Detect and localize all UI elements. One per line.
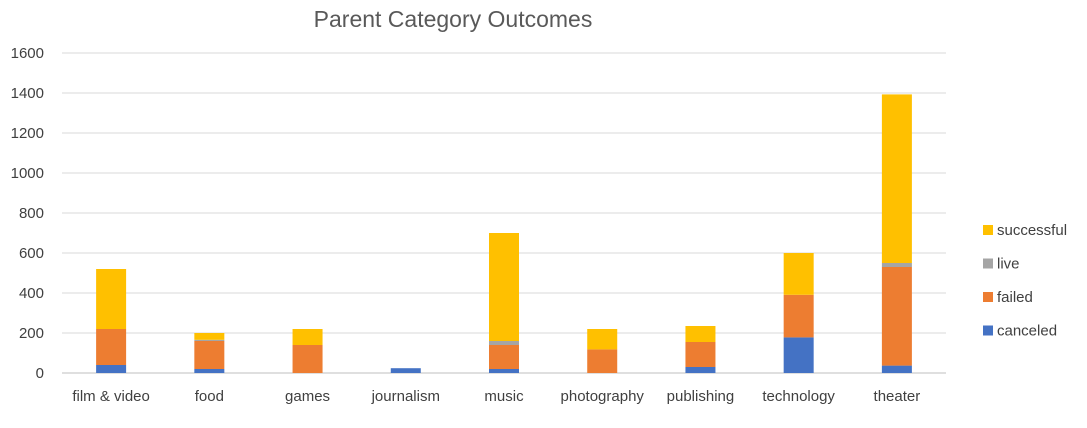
bar-successful-0 — [96, 269, 127, 329]
legend-swatch-canceled — [983, 325, 993, 336]
bar-canceled-0 — [96, 365, 127, 373]
bar-canceled-6 — [685, 367, 716, 373]
bar-successful-7 — [783, 253, 814, 295]
x-tick-label: journalism — [371, 388, 440, 405]
bar-successful-1 — [194, 333, 225, 340]
bar-failed-1 — [194, 341, 225, 369]
bar-failed-2 — [292, 345, 323, 373]
legend-label-failed: failed — [997, 289, 1033, 306]
legend: successful live failed canceled — [983, 222, 1067, 340]
y-tick-label: 800 — [19, 205, 44, 222]
bar-live-1 — [194, 339, 225, 341]
legend-swatch-live — [983, 258, 993, 269]
y-tick-label: 200 — [19, 325, 44, 342]
x-tick-label: food — [195, 388, 224, 405]
bar-successful-8 — [881, 94, 912, 264]
bar-successful-2 — [292, 329, 323, 345]
x-tick-label: photography — [561, 388, 645, 405]
bar-failed-7 — [783, 294, 814, 338]
legend-label-successful: successful — [997, 222, 1067, 239]
legend-swatch-successful — [983, 225, 993, 235]
y-tick-label: 1000 — [11, 165, 44, 182]
x-tick-label: publishing — [667, 388, 735, 405]
y-tick-label: 0 — [36, 365, 44, 382]
y-tick-label: 1200 — [11, 125, 44, 142]
bar-failed-6 — [685, 342, 716, 367]
axes: 0 200 400 600 800 1000 1200 1400 1600 film & vide… — [11, 45, 921, 405]
bars — [96, 94, 912, 373]
bar-successful-5 — [587, 329, 618, 350]
bar-live-4 — [489, 341, 519, 345]
y-tick-label: 1600 — [11, 45, 44, 62]
chart-title: Parent Category Outcomes — [313, 6, 593, 32]
x-tick-label: film & video — [72, 388, 150, 405]
bar-failed-4 — [489, 345, 519, 369]
bar-successful-4 — [489, 233, 519, 341]
bar-failed-5 — [587, 349, 618, 373]
x-tick-label: music — [484, 388, 524, 405]
bar-successful-6 — [685, 326, 716, 342]
bar-canceled-7 — [783, 337, 814, 373]
bar-canceled-3 — [390, 368, 421, 373]
x-tick-label: games — [285, 388, 330, 405]
y-tick-label: 1400 — [11, 85, 44, 102]
y-tick-label: 400 — [19, 285, 44, 302]
legend-swatch-failed — [983, 292, 993, 302]
bar-canceled-1 — [194, 369, 225, 373]
legend-label-live: live — [997, 256, 1020, 273]
bar-live-8 — [881, 263, 912, 267]
bar-failed-0 — [96, 329, 127, 365]
bar-canceled-4 — [489, 369, 519, 373]
legend-label-canceled: canceled — [997, 323, 1057, 340]
bar-failed-8 — [881, 267, 912, 366]
y-tick-label: 600 — [19, 245, 44, 262]
bar-canceled-8 — [881, 365, 912, 373]
x-tick-label: theater — [874, 388, 921, 405]
x-tick-label: technology — [762, 388, 835, 405]
